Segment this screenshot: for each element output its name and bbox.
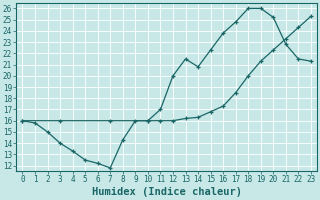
X-axis label: Humidex (Indice chaleur): Humidex (Indice chaleur) — [92, 187, 242, 197]
